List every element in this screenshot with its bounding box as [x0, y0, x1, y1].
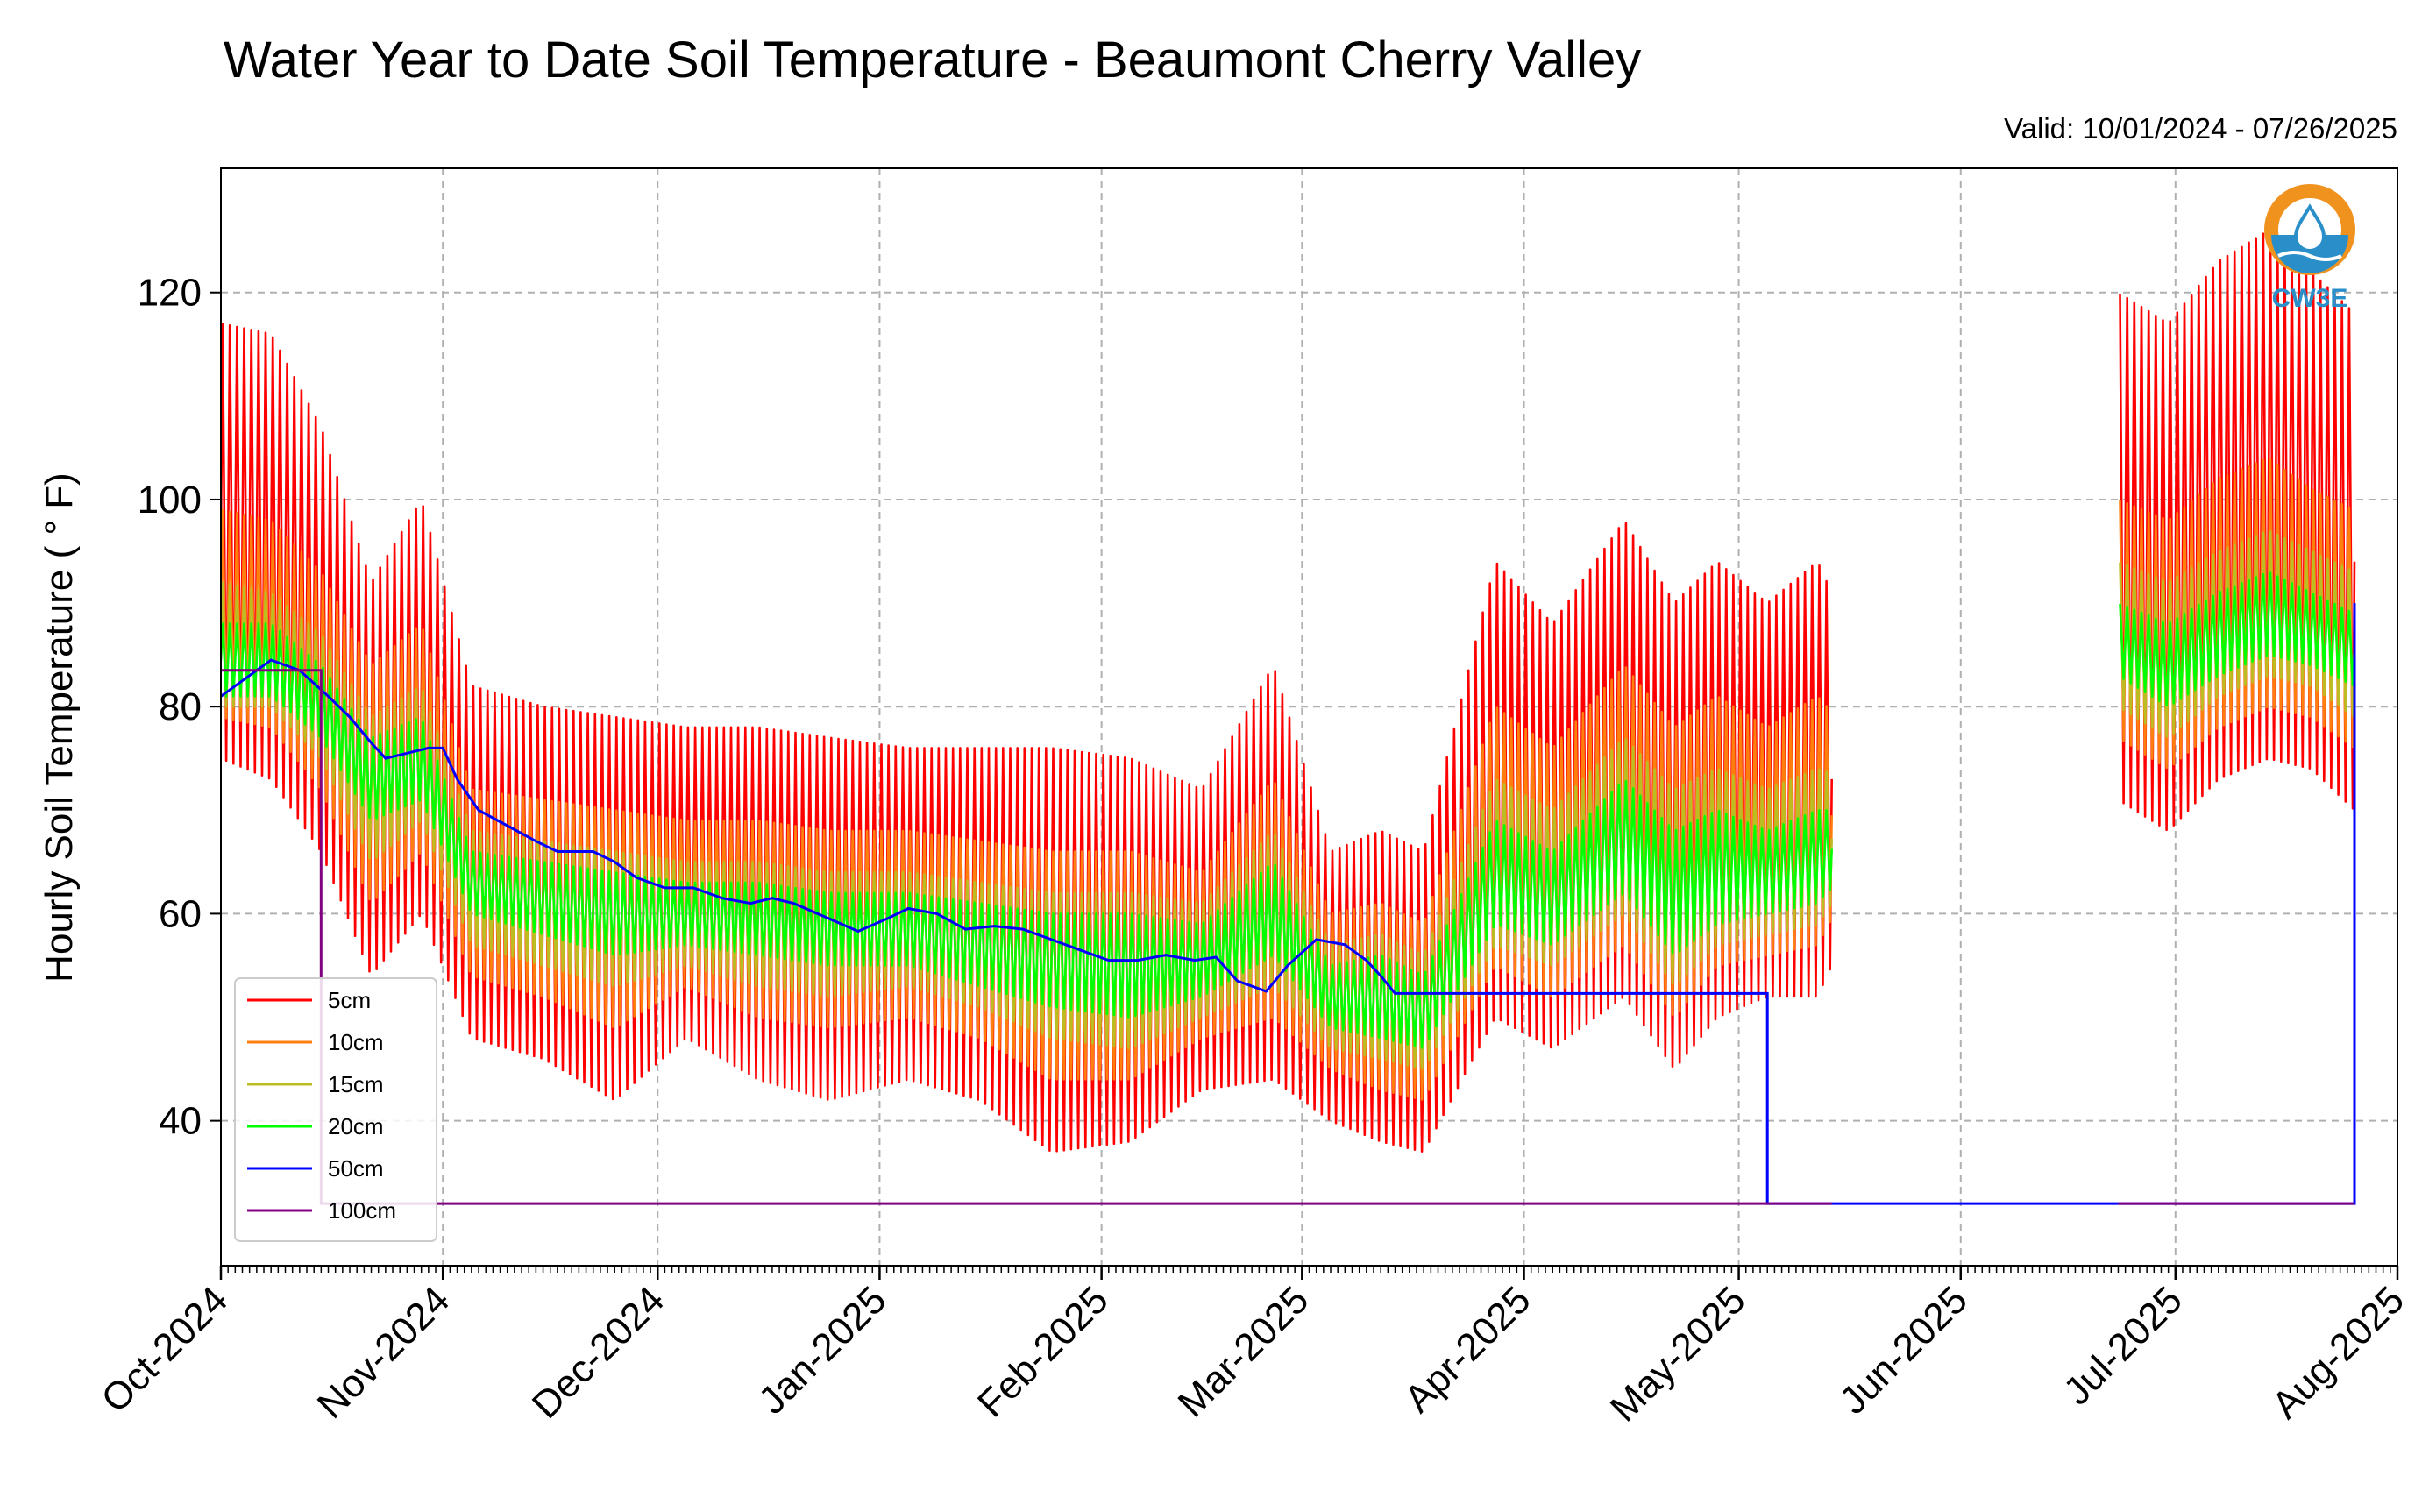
series-50cm-line [221, 603, 2356, 1205]
x-tick-label: Feb-2025 [969, 1278, 1117, 1425]
cw3e-logo: CW3E [2264, 184, 2355, 313]
y-tick-label: 80 [159, 685, 202, 728]
grid [220, 168, 2398, 1266]
series-20cm-line [221, 571, 2356, 1049]
x-tick-label: Mar-2025 [1170, 1278, 1317, 1425]
x-tick-label: May-2025 [1602, 1278, 1754, 1430]
x-tick-label: Jan-2025 [750, 1278, 894, 1422]
x-tick-label: Dec-2024 [524, 1278, 673, 1427]
series-100cm-line [221, 669, 2354, 1205]
plot-area [221, 231, 2356, 1205]
x-tick-label: Apr-2025 [1396, 1278, 1539, 1421]
y-tick-label: 100 [138, 479, 202, 522]
legend-label-100cm: 100cm [328, 1197, 396, 1224]
y-tick-label: 40 [159, 1100, 202, 1143]
logo-drop-icon [2293, 203, 2326, 252]
logo-text: CW3E [2272, 284, 2348, 313]
chart-title: Water Year to Date Soil Temperature - Be… [224, 32, 1641, 89]
plot-frame [220, 167, 2398, 1267]
x-tick-label: Jul-2025 [2056, 1278, 2191, 1413]
x-tick-label: Jun-2025 [1831, 1278, 1975, 1422]
x-tick-label: Nov-2024 [309, 1278, 458, 1427]
series-5cm-line [221, 231, 2356, 1153]
y-tick-label: 60 [159, 892, 202, 935]
legend: 5cm 10cm 15cm 20cm 50cm 100cm [234, 977, 437, 1242]
y-axis-label: Hourly Soil Temperature ( ° F) [38, 472, 81, 983]
legend-label-5cm: 5cm [328, 987, 371, 1013]
legend-label-10cm: 10cm [328, 1029, 384, 1055]
y-tick-label: 120 [138, 272, 202, 315]
x-tick-label: Oct-2024 [93, 1278, 236, 1421]
chart-subtitle: Valid: 10/01/2024 - 07/26/2025 [2004, 112, 2397, 145]
legend-label-15cm: 15cm [328, 1071, 384, 1097]
x-tick-label: Aug-2025 [2263, 1278, 2412, 1427]
legend-box [234, 977, 437, 1242]
legend-label-20cm: 20cm [328, 1113, 384, 1139]
legend-label-50cm: 50cm [328, 1155, 384, 1182]
